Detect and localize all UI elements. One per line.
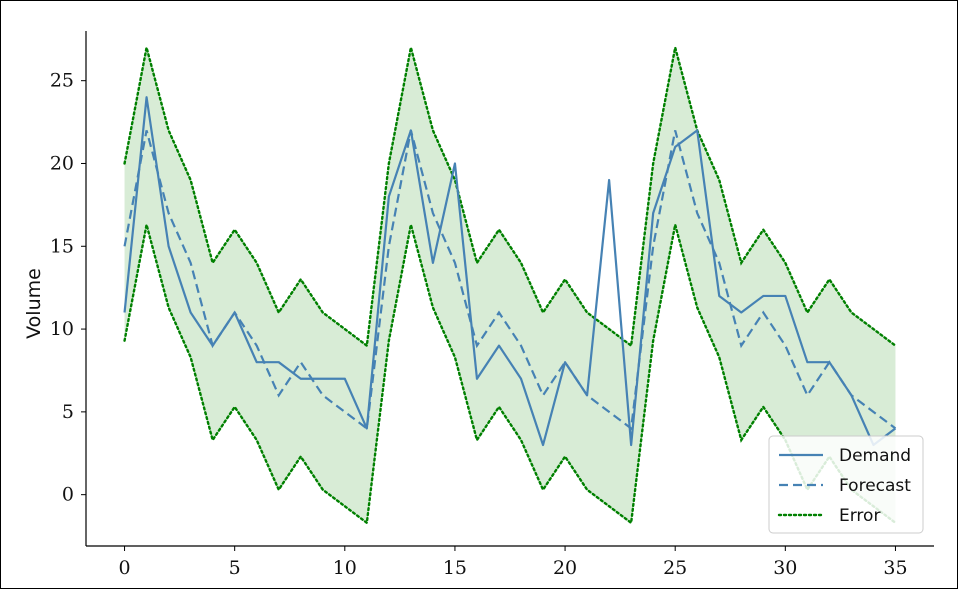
error-upper-line (123, 47, 897, 348)
y-tick-label: 25 (50, 70, 74, 92)
x-tick-label: 0 (118, 557, 130, 579)
x-tick-label: 25 (663, 557, 687, 579)
legend-label-demand: Demand (839, 446, 911, 466)
x-tick-label: 5 (229, 557, 241, 579)
x-tick-label: 20 (553, 557, 577, 579)
error-lower-line (123, 224, 897, 526)
x-tick-label: 35 (883, 557, 907, 579)
x-tick-label: 30 (773, 557, 797, 579)
legend-label-forecast: Forecast (839, 476, 911, 496)
y-tick-label: 10 (50, 318, 74, 340)
demand-line (123, 96, 897, 447)
x-tick-label: 15 (443, 557, 467, 579)
y-tick-label: 5 (62, 401, 74, 423)
legend-box (768, 435, 924, 534)
y-tick-label: 20 (50, 152, 74, 174)
y-tick-label: 0 (62, 484, 74, 506)
legend-label-error: Error (839, 506, 880, 526)
y-axis-label: Volume (23, 268, 45, 339)
y-tick-label: 15 (50, 235, 74, 257)
x-tick-label: 10 (333, 557, 357, 579)
forecast-line (123, 130, 897, 431)
